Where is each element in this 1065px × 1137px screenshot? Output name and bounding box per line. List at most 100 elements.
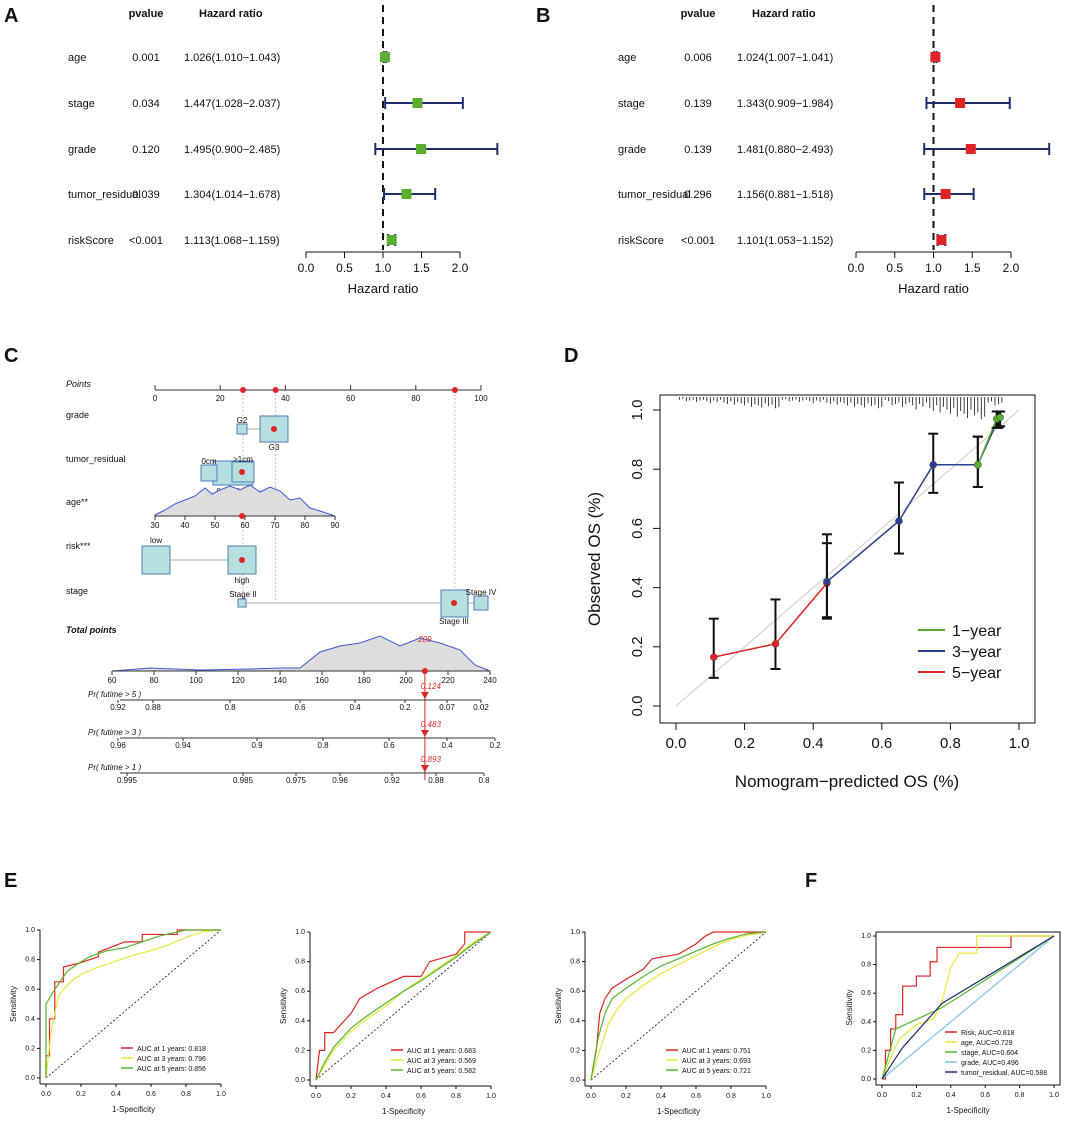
- age-density: [154, 484, 336, 517]
- pr3-tick-label: 0.8: [317, 741, 329, 750]
- legend-label: AUC at 3 years: 0.693: [682, 1058, 751, 1065]
- panel-d: D 0.0 0.0 0.2 0.2 0.4 0.4 0.6 0.6 0.8 0.8 1.0 1.0 Nom…: [540, 340, 1065, 800]
- pr3-tick-label: 0.4: [441, 741, 453, 750]
- roc-curve: [315, 931, 492, 1081]
- x-tick-label: 1.0: [1049, 1092, 1059, 1099]
- y-axis-title: Sensitivity: [554, 988, 563, 1024]
- stage-box-ii: [237, 598, 247, 608]
- pr1-tick-label: 0.995: [117, 776, 138, 785]
- x-tick-label: 0.0: [311, 1093, 321, 1100]
- hr-point: [955, 98, 966, 108]
- row-pvalue: 0.039: [132, 189, 160, 201]
- row-label: age: [618, 52, 636, 64]
- x-tick-label: 0.2: [621, 1093, 631, 1100]
- y-tick-label: 0.2: [629, 636, 646, 657]
- x-tick-label: 0.2: [734, 735, 755, 752]
- panel-f: F 0.0 0.0 0.2 0.2 0.4 0.4 0.6 0.6 0.8 0.8 1.0 1.0 1-S…: [795, 860, 1065, 1132]
- calibration-line: [826, 418, 1000, 583]
- y-tick-label: 0.2: [861, 1047, 871, 1054]
- x-tick-label: 0.0: [586, 1093, 596, 1100]
- header-hazard-ratio: Hazard ratio: [752, 8, 816, 20]
- x-tick-label: 0.5: [886, 261, 903, 275]
- grade-marker: [271, 426, 277, 432]
- grade-level-g3: G3: [269, 443, 280, 452]
- pr3-tick-label: 0.94: [175, 741, 191, 750]
- row-hr-text: 1.113(1.068−1.159): [184, 235, 280, 247]
- points-tick-label: 20: [216, 394, 225, 403]
- x-tick-label: 1.0: [925, 261, 942, 275]
- legend-label: 1−year: [952, 623, 1002, 640]
- legend-label: age, AUC=0.729: [961, 1040, 1013, 1047]
- risk-box-low: [141, 545, 171, 575]
- y-axis-title: Sensitivity: [9, 986, 18, 1022]
- x-tick-label: 1.5: [413, 261, 430, 275]
- calibration-point: [895, 517, 903, 525]
- stage-marker: [451, 600, 457, 606]
- roc-curve: [590, 931, 767, 1081]
- row-pvalue: 0.296: [684, 189, 712, 201]
- roc-curve: [45, 929, 221, 1078]
- tumor-box-0cm: [200, 464, 218, 482]
- row-hr-text: 1.481(0.880−2.493): [737, 144, 833, 156]
- hr-point: [416, 144, 427, 154]
- pr1-label: Pr( futime > 1 ): [88, 763, 141, 772]
- hr-point: [940, 189, 951, 199]
- total-tick-label: 160: [315, 676, 329, 685]
- legend-label: AUC at 5 years: 0.856: [137, 1066, 206, 1073]
- hr-point: [936, 235, 947, 245]
- header-pvalue: pvalue: [129, 8, 164, 20]
- total-points-label: Total points: [66, 625, 117, 635]
- row-label: stage: [618, 98, 645, 110]
- y-tick-label: 1.0: [861, 933, 871, 940]
- x-tick-label: 0.0: [298, 261, 315, 275]
- x-tick-label: 0.6: [691, 1093, 701, 1100]
- hr-point: [930, 52, 941, 62]
- y-tick-label: 0.2: [25, 1045, 35, 1052]
- age-tick-label: 90: [331, 521, 340, 530]
- stage-level-ii: Stage II: [229, 590, 257, 599]
- x-tick-label: 0.4: [803, 735, 824, 752]
- hr-point: [401, 189, 412, 199]
- panel-letter: C: [4, 345, 18, 367]
- roc-plots-e: E 0.0 0.0 0.2 0.2 0.4 0.4 0.6 0.6 0.8 0.8 1.0 1.0 1-S…: [4, 870, 771, 1116]
- row-hr-text: 1.495(0.900−2.485): [184, 144, 280, 156]
- row-pvalue: 0.139: [684, 144, 712, 156]
- points-marker: [451, 387, 458, 393]
- row-label: riskScore: [618, 235, 664, 247]
- risk-marker: [239, 557, 245, 563]
- total-tick-label: 120: [231, 676, 245, 685]
- y-tick-label: 0.4: [570, 1018, 580, 1025]
- x-tick-label: 1.0: [375, 261, 392, 275]
- x-tick-label: 0.5: [336, 261, 353, 275]
- grade-label: grade: [66, 410, 89, 420]
- pr1-value: 0.893: [421, 755, 442, 764]
- row-label: stage: [68, 98, 95, 110]
- y-tick-label: 0.0: [861, 1076, 871, 1083]
- header-hazard-ratio: Hazard ratio: [199, 8, 263, 20]
- row-hr-text: 1.156(0.881−1.518): [737, 189, 833, 201]
- roc-curve: [315, 931, 492, 1081]
- points-tick-label: 100: [474, 394, 488, 403]
- row-pvalue: 0.001: [132, 52, 160, 64]
- row-pvalue: 0.034: [132, 98, 160, 110]
- points-tick-label: 60: [346, 394, 355, 403]
- legend-label: stage, AUC=0.604: [961, 1050, 1018, 1057]
- roc-curve: [590, 931, 766, 1081]
- age-tick-label: 50: [211, 521, 220, 530]
- y-tick-label: 0.0: [570, 1077, 580, 1084]
- points-label: Points: [66, 379, 92, 389]
- x-tick-label: 0.0: [41, 1091, 51, 1098]
- tumor-level-0cm: 0cm: [201, 457, 216, 466]
- stage-label: stage: [66, 586, 88, 596]
- y-tick-label: 0.8: [629, 459, 646, 480]
- tumor-level-gt1cm: >1cm: [233, 455, 253, 464]
- pr5-tick-label: 0.8: [224, 703, 236, 712]
- risk-level-low: low: [150, 536, 162, 545]
- legend-label: 3−year: [952, 644, 1002, 661]
- pr3-label: Pr( futime > 3 ): [88, 728, 141, 737]
- points-tick-label: 40: [281, 394, 290, 403]
- pr3-value: 0.483: [421, 720, 442, 729]
- panel-letter: A: [4, 5, 18, 27]
- panel-letter: F: [805, 870, 817, 892]
